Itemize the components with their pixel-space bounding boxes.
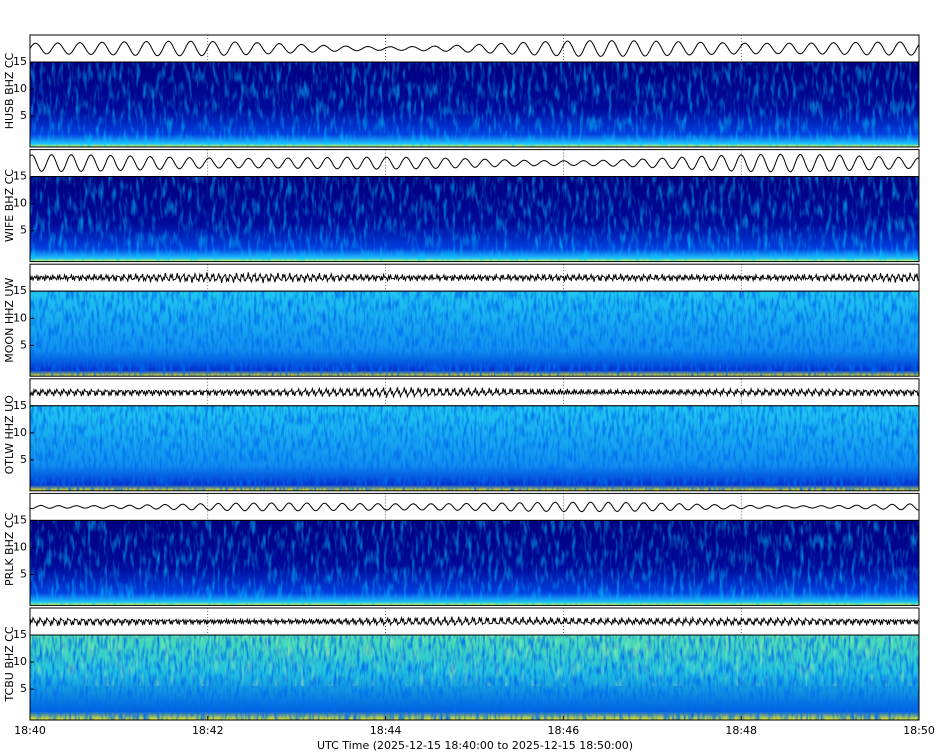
y-tick-label: 5 — [20, 224, 27, 237]
spectrogram-frame — [29, 519, 920, 606]
spectrogram-texture — [30, 520, 919, 606]
x-tick-label: 18:42 — [192, 724, 224, 737]
waveform — [29, 501, 920, 513]
y-tick-label: 15 — [13, 628, 27, 641]
y-tick-label: 15 — [13, 170, 27, 183]
y-tick-label: 10 — [13, 655, 27, 668]
x-tick-label: 18:44 — [370, 724, 402, 737]
spectrogram-frame — [29, 176, 920, 263]
y-tick-label: 5 — [20, 568, 27, 581]
x-tick-label: 18:50 — [903, 724, 935, 737]
y-tick-label: 5 — [20, 453, 27, 466]
y-axis-label: MOON HHZ UW — [3, 278, 16, 363]
spectrogram-frame — [29, 634, 920, 721]
x-axis-label: UTC Time (2025-12-15 18:40:00 to 2025-12… — [317, 739, 633, 752]
y-tick-label: 5 — [20, 682, 27, 695]
y-tick-label: 10 — [13, 311, 27, 324]
y-tick-label: 10 — [13, 540, 27, 553]
y-tick-label: 15 — [13, 513, 27, 526]
spectrogram-frame — [29, 405, 920, 492]
y-tick-label: 15 — [13, 284, 27, 297]
spectrogram-texture — [30, 291, 919, 377]
spectrogram-texture — [30, 62, 919, 147]
trace-frame — [29, 492, 920, 521]
y-tick-label: 10 — [13, 82, 27, 95]
y-axis-label: HUSB BHZ CC — [3, 52, 16, 129]
y-tick-label: 5 — [20, 109, 27, 122]
x-tick-label: 18:40 — [14, 724, 46, 737]
y-tick-label: 10 — [13, 197, 27, 210]
y-axis-label: PRLK BHZ CC — [3, 512, 16, 586]
x-tick-label: 18:46 — [548, 724, 580, 737]
waveform — [29, 615, 920, 628]
y-tick-label: 15 — [13, 55, 27, 68]
y-axis-label: WIFE BHZ CC — [3, 169, 16, 242]
y-tick-label: 10 — [13, 426, 27, 439]
y-tick-label: 5 — [20, 338, 27, 351]
spectrogram-frame — [29, 290, 920, 377]
spectrogram-texture — [30, 635, 919, 686]
spectrogram-texture — [30, 176, 919, 262]
x-tick-label: 18:48 — [725, 724, 757, 737]
y-tick-label: 15 — [13, 399, 27, 412]
spectrogram-frame — [29, 61, 920, 148]
waveform — [29, 271, 920, 284]
waveform — [29, 153, 920, 173]
spectrogram-texture — [30, 405, 919, 491]
y-axis-label: TCBU BHZ CC — [3, 626, 16, 702]
waveform — [29, 386, 920, 399]
waveform — [29, 40, 920, 57]
y-axis-label: OTLW HHZ UO — [3, 395, 16, 474]
